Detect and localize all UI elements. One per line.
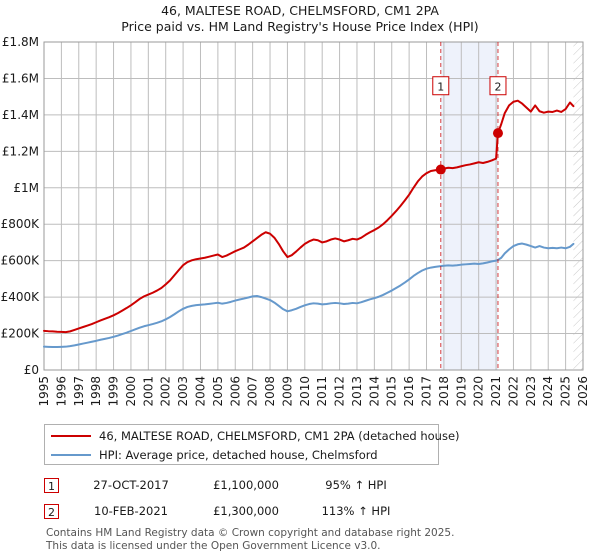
page-subtitle: Price paid vs. HM Land Registry's House …: [121, 19, 479, 34]
price-line-chart: £0 £200K £400K £600K £800K £1M £1.2M £1.4M £1.6M…: [1, 35, 590, 407]
footer-line-2: This data is licensed under the Open Gov…: [46, 539, 381, 552]
svg-text:2016: 2016: [402, 376, 416, 407]
svg-text:£1.8M: £1.8M: [2, 35, 39, 49]
legend-item-hpi: HPI: Average price, detached house, Chel…: [45, 445, 438, 464]
svg-text:£800K: £800K: [1, 217, 41, 231]
svg-text:£1.2M: £1.2M: [2, 144, 39, 158]
svg-text:2002: 2002: [159, 376, 173, 407]
svg-text:2019: 2019: [454, 376, 468, 407]
svg-text:2003: 2003: [176, 376, 190, 407]
transaction-price-1: £1,100,000: [213, 478, 279, 492]
svg-text:2026: 2026: [576, 376, 590, 407]
transaction-hpi-delta-2: 113% ↑ HPI: [321, 504, 391, 518]
table-row: 2 10-FEB-2021 £1,300,000 113% ↑ HPI: [44, 498, 474, 524]
svg-text:2014: 2014: [367, 376, 381, 407]
svg-text:2010: 2010: [298, 376, 312, 407]
footer-line-1: Contains HM Land Registry data © Crown c…: [46, 527, 455, 539]
svg-text:£400K: £400K: [1, 290, 41, 304]
svg-text:1998: 1998: [89, 376, 103, 407]
svg-text:2013: 2013: [350, 376, 364, 407]
transaction-hpi-delta-1: 95% ↑ HPI: [325, 478, 387, 492]
svg-text:2004: 2004: [193, 376, 207, 407]
transaction-date-2: 10-FEB-2021: [94, 504, 168, 518]
transaction-badge-2: 2: [44, 503, 59, 519]
svg-text:2021: 2021: [489, 376, 503, 407]
transaction-date-1: 27-OCT-2017: [93, 478, 169, 492]
svg-text:2: 2: [494, 81, 501, 94]
svg-text:2008: 2008: [263, 376, 277, 407]
table-row: 1 27-OCT-2017 £1,100,000 95% ↑ HPI: [44, 472, 474, 498]
svg-text:2024: 2024: [541, 376, 555, 407]
svg-text:1996: 1996: [54, 376, 68, 407]
transaction-badge-1: 1: [44, 477, 59, 493]
legend-swatch-hpi: [51, 453, 91, 456]
svg-text:2006: 2006: [228, 376, 242, 407]
svg-text:2017: 2017: [420, 376, 434, 407]
svg-text:1: 1: [437, 81, 444, 94]
svg-text:1995: 1995: [37, 376, 51, 407]
svg-text:2020: 2020: [472, 376, 486, 407]
svg-text:2000: 2000: [124, 376, 138, 407]
svg-text:£1M: £1M: [13, 181, 39, 195]
svg-text:2011: 2011: [315, 376, 329, 407]
svg-text:2005: 2005: [211, 376, 225, 407]
chart-title-block: 46, MALTESE ROAD, CHELMSFORD, CM1 2PA Pr…: [0, 3, 600, 35]
page-title: 46, MALTESE ROAD, CHELMSFORD, CM1 2PA: [161, 3, 439, 18]
transactions-table: 1 27-OCT-2017 £1,100,000 95% ↑ HPI 2 10-…: [44, 472, 474, 524]
svg-text:1997: 1997: [72, 376, 86, 407]
svg-text:2009: 2009: [280, 376, 294, 407]
copyright-footer: Contains HM Land Registry data © Crown c…: [46, 527, 566, 552]
svg-text:£1.6M: £1.6M: [2, 71, 39, 85]
svg-text:£600K: £600K: [1, 254, 41, 268]
legend-item-property: 46, MALTESE ROAD, CHELMSFORD, CM1 2PA (d…: [45, 426, 460, 445]
svg-text:2022: 2022: [506, 376, 520, 407]
svg-text:2012: 2012: [333, 376, 347, 407]
svg-text:1999: 1999: [107, 376, 121, 407]
svg-text:£1.4M: £1.4M: [2, 108, 39, 122]
legend-swatch-property: [51, 434, 91, 437]
legend-label-hpi: HPI: Average price, detached house, Chel…: [99, 447, 378, 462]
svg-text:2015: 2015: [385, 376, 399, 407]
legend-label-property: 46, MALTESE ROAD, CHELMSFORD, CM1 2PA (d…: [99, 428, 460, 443]
chart-plot-area: £0 £200K £400K £600K £800K £1M £1.2M £1.4M £1.6M…: [1, 35, 590, 407]
svg-text:2001: 2001: [141, 376, 155, 407]
chart-legend: 46, MALTESE ROAD, CHELMSFORD, CM1 2PA (d…: [44, 424, 460, 465]
svg-text:2023: 2023: [524, 376, 538, 407]
transaction-price-2: £1,300,000: [213, 504, 279, 518]
svg-text:2007: 2007: [246, 376, 260, 407]
svg-text:£0: £0: [24, 363, 39, 377]
svg-text:£200K: £200K: [1, 327, 41, 341]
svg-text:2018: 2018: [437, 376, 451, 407]
svg-text:2025: 2025: [559, 376, 573, 407]
